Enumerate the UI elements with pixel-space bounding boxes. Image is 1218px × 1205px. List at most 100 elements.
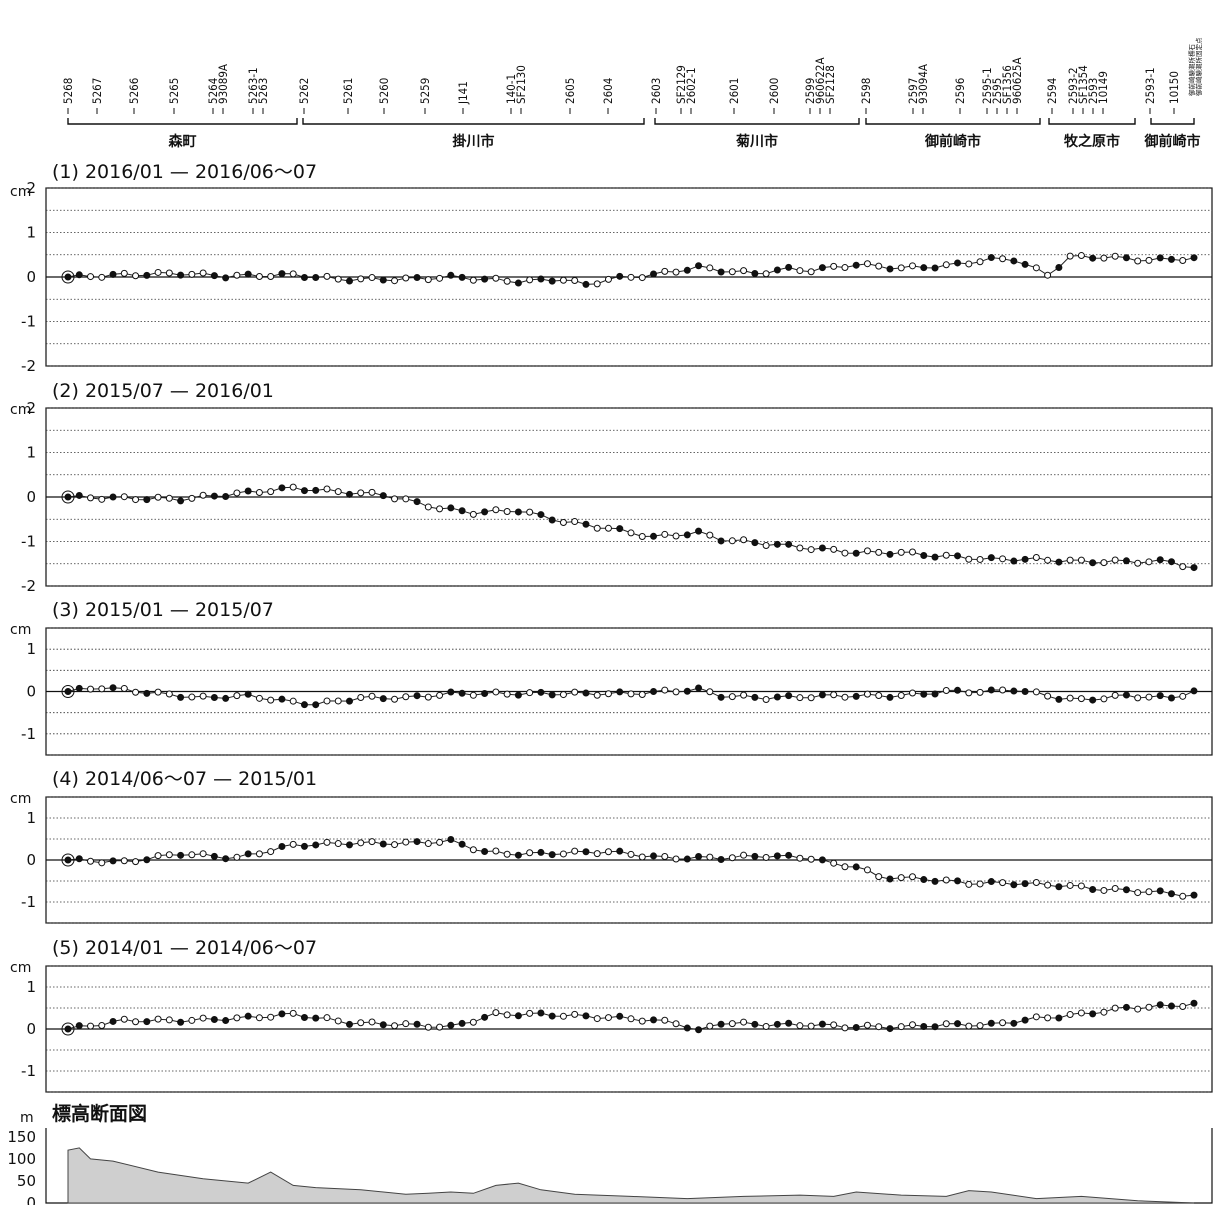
data-point xyxy=(447,271,455,279)
data-point xyxy=(1077,556,1085,564)
data-point xyxy=(627,1015,635,1023)
data-point xyxy=(255,1014,263,1022)
station-label: 2596 xyxy=(953,78,967,104)
data-point xyxy=(886,265,894,273)
station-marker: 2601 xyxy=(727,78,741,114)
data-point xyxy=(650,852,658,860)
data-point xyxy=(728,1020,736,1028)
data-point xyxy=(503,690,511,698)
y-tick-label: 1 xyxy=(26,809,36,827)
data-point xyxy=(548,516,556,524)
station-label: 10149 xyxy=(1096,71,1110,104)
data-point xyxy=(942,686,950,694)
data-point xyxy=(109,270,117,278)
data-point xyxy=(841,863,849,871)
data-point xyxy=(436,274,444,282)
data-point xyxy=(728,537,736,545)
station-label: 960625A xyxy=(1010,57,1024,104)
data-point xyxy=(289,1009,297,1017)
data-point xyxy=(897,264,905,272)
y-tick-label: 50 xyxy=(17,1172,36,1190)
region-bracket: 御前崎市 xyxy=(1144,118,1201,150)
data-point xyxy=(334,840,342,848)
data-point xyxy=(143,496,151,504)
data-point xyxy=(661,530,669,538)
data-point xyxy=(627,690,635,698)
data-point xyxy=(1032,264,1040,272)
data-point xyxy=(143,271,151,279)
data-point xyxy=(300,1014,308,1022)
data-point xyxy=(75,1022,83,1030)
data-point xyxy=(852,692,860,700)
data-point xyxy=(1100,559,1108,567)
data-point xyxy=(1010,1019,1018,1027)
data-point xyxy=(672,268,680,276)
data-point xyxy=(1122,1003,1130,1011)
data-point xyxy=(458,507,466,515)
data-point xyxy=(683,531,691,539)
station-marker: 2604 xyxy=(601,78,615,114)
data-point xyxy=(897,874,905,882)
data-point xyxy=(785,540,793,548)
data-point xyxy=(379,492,387,500)
data-point xyxy=(920,1022,928,1030)
data-point xyxy=(920,876,928,884)
data-point xyxy=(312,1014,320,1022)
station-label: SF1356 xyxy=(1000,65,1014,104)
data-point xyxy=(402,1020,410,1028)
data-point xyxy=(1032,688,1040,696)
data-point xyxy=(458,689,466,697)
data-point xyxy=(695,853,703,861)
data-point xyxy=(1010,687,1018,695)
data-point xyxy=(469,1018,477,1026)
data-point xyxy=(357,489,365,497)
data-point xyxy=(582,520,590,528)
data-point xyxy=(942,261,950,269)
region-label: 御前崎市 xyxy=(1144,133,1201,150)
data-point xyxy=(1021,1016,1029,1024)
data-point xyxy=(132,496,140,504)
region-bracket: 御前崎市 xyxy=(865,118,1041,150)
data-point xyxy=(683,266,691,274)
station-marker: J141 xyxy=(456,81,470,114)
station-label: 5265 xyxy=(167,78,181,104)
data-point xyxy=(109,493,117,501)
data-point xyxy=(424,693,432,701)
station-marker: 2598 xyxy=(859,78,873,114)
data-point xyxy=(762,696,770,704)
data-point xyxy=(233,853,241,861)
station-label: SF1354 xyxy=(1076,65,1090,104)
data-point xyxy=(875,1023,883,1031)
data-point xyxy=(346,841,353,849)
data-point xyxy=(559,691,567,699)
data-point xyxy=(661,852,669,860)
data-point xyxy=(1055,1014,1063,1022)
data-point xyxy=(954,259,962,267)
data-point xyxy=(300,487,308,495)
data-point xyxy=(785,1019,793,1027)
data-point xyxy=(492,274,500,282)
data-point xyxy=(616,1012,624,1020)
data-point xyxy=(987,554,995,562)
data-point xyxy=(492,847,500,855)
station-label: 93094A xyxy=(916,64,930,104)
data-point xyxy=(1044,881,1052,889)
data-point xyxy=(436,505,444,513)
data-point xyxy=(177,693,185,701)
station-marker: 2605 xyxy=(563,78,577,114)
data-point xyxy=(1156,254,1164,262)
data-point xyxy=(199,850,207,858)
data-point xyxy=(447,836,455,844)
data-point xyxy=(1055,883,1063,891)
data-point xyxy=(503,850,511,858)
data-point xyxy=(436,691,444,699)
data-point xyxy=(751,269,759,277)
data-point xyxy=(1179,563,1187,571)
data-point xyxy=(188,1016,196,1024)
station-label: 5262 xyxy=(297,78,311,104)
y-unit-label: cm xyxy=(10,960,31,976)
data-point xyxy=(875,262,883,270)
data-point xyxy=(909,262,916,270)
displacement-panel: 1 0 -1 cm (4) 2014/06～07 — 2015/01 xyxy=(10,768,1213,924)
